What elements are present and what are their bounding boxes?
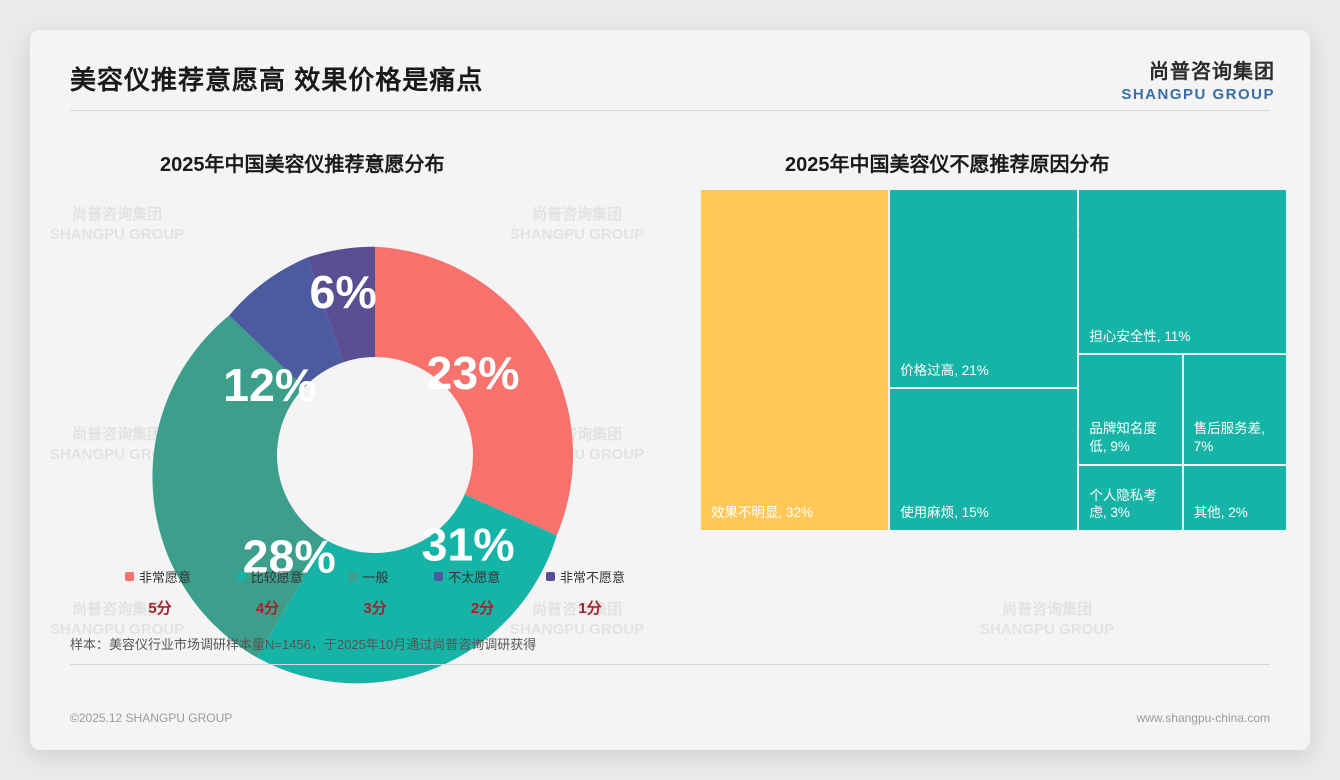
treemap-cell-other[interactable]: 其他, 2%: [1184, 466, 1286, 530]
donut-legend: 非常愿意 比较愿意 一般 不太愿意 非常不愿意: [125, 567, 625, 586]
treemap-label-price-high: 价格过高, 21%: [900, 362, 989, 380]
legend-label-very-willing: 非常愿意: [139, 567, 191, 586]
treemap-label-privacy-concern: 个人隐私考虑, 3%: [1089, 487, 1171, 522]
treemap-label-low-brand-awareness: 品牌知名度低, 9%: [1089, 420, 1171, 455]
treemap-col-brand-privacy: 品牌知名度低, 9% 个人隐私考虑, 3%: [1079, 355, 1181, 530]
score-label-3: 3分: [340, 597, 410, 618]
donut-score-row: 5分 4分 3分 2分 1分: [125, 597, 625, 618]
slide-page: 尚普咨询集团 SHANGPU GROUP 尚普咨询集团 SHANGPU GROUP …: [0, 0, 1340, 780]
legend-swatch-very-willing: [125, 572, 134, 581]
treemap-chart: 效果不明显, 32% 价格过高, 21% 使用麻烦, 15%: [701, 190, 1286, 530]
legend-swatch-neutral: [348, 572, 357, 581]
treemap-cell-hard-to-use[interactable]: 使用麻烦, 15%: [890, 389, 1077, 530]
legend-item-not-very-willing[interactable]: 不太愿意: [434, 567, 500, 586]
treemap-cell-privacy-concern[interactable]: 个人隐私考虑, 3%: [1079, 466, 1181, 530]
content-card: 尚普咨询集团 SHANGPU GROUP 尚普咨询集团 SHANGPU GROUP …: [30, 30, 1310, 750]
legend-item-very-unwilling[interactable]: 非常不愿意: [546, 567, 625, 586]
score-label-2: 2分: [448, 597, 518, 618]
treemap-cell-price-high[interactable]: 价格过高, 21%: [890, 190, 1077, 387]
treemap-cell-unclear-effect[interactable]: 效果不明显, 32%: [701, 190, 888, 530]
treemap-row-bottom: 品牌知名度低, 9% 个人隐私考虑, 3% 售后服务差, 7%: [1079, 355, 1286, 530]
treemap-label-unclear-effect: 效果不明显, 32%: [711, 504, 813, 522]
legend-label-very-unwilling: 非常不愿意: [560, 567, 625, 586]
page-title: 美容仪推荐意愿高 效果价格是痛点: [70, 60, 1170, 97]
donut-svg: 23% 31% 28% 12% 6%: [130, 210, 620, 700]
page-title-wrap: 美容仪推荐意愿高 效果价格是痛点: [70, 60, 1170, 97]
treemap-col-price-usage: 价格过高, 21% 使用麻烦, 15%: [890, 190, 1077, 530]
donut-label-12: 12%: [223, 359, 316, 411]
score-label-4: 4分: [233, 597, 303, 618]
legend-swatch-very-unwilling: [546, 572, 555, 581]
brand-name-en: SHANGPU GROUP: [1121, 86, 1275, 103]
footer-divider: [70, 664, 1270, 665]
treemap-label-hard-to-use: 使用麻烦, 15%: [900, 504, 989, 522]
donut-chart: 23% 31% 28% 12% 6%: [130, 210, 620, 700]
brand-name-cn: 尚普咨询集团: [1121, 55, 1275, 84]
donut-label-23: 23%: [426, 347, 519, 399]
donut-label-31: 31%: [422, 518, 515, 570]
sample-note: 样本：美容仪行业市场调研样本量N=1456，于2025年10月通过尚普咨询调研获…: [70, 634, 536, 653]
score-label-1: 1分: [555, 597, 625, 618]
treemap-cell-safety-concern[interactable]: 担心安全性, 11%: [1079, 190, 1286, 353]
treemap-col-service-other: 售后服务差, 7% 其他, 2%: [1184, 355, 1286, 530]
footer-copyright: ©2025.12 SHANGPU GROUP: [70, 711, 232, 725]
treemap-cell-low-brand-awareness[interactable]: 品牌知名度低, 9%: [1079, 355, 1181, 463]
header-divider: [70, 110, 1270, 111]
legend-item-fairly-willing[interactable]: 比较愿意: [237, 567, 303, 586]
legend-item-very-willing[interactable]: 非常愿意: [125, 567, 191, 586]
legend-label-fairly-willing: 比较愿意: [251, 567, 303, 586]
legend-swatch-fairly-willing: [237, 572, 246, 581]
right-chart-title: 2025年中国美容仪不愿推荐原因分布: [785, 148, 1305, 177]
legend-item-neutral[interactable]: 一般: [348, 567, 388, 586]
treemap-label-after-sales: 售后服务差, 7%: [1194, 420, 1276, 455]
treemap-label-safety-concern: 担心安全性, 11%: [1089, 328, 1190, 346]
legend-swatch-not-very-willing: [434, 572, 443, 581]
brand-block: 尚普咨询集团 SHANGPU GROUP: [1121, 55, 1275, 103]
score-label-5: 5分: [125, 597, 195, 618]
footer-website[interactable]: www.shangpu-china.com: [1137, 711, 1270, 725]
legend-label-neutral: 一般: [362, 567, 388, 586]
treemap-label-other: 其他, 2%: [1194, 504, 1248, 522]
left-chart-title: 2025年中国美容仪推荐意愿分布: [160, 148, 580, 177]
treemap-cell-after-sales[interactable]: 售后服务差, 7%: [1184, 355, 1286, 463]
donut-label-6: 6%: [310, 266, 377, 318]
treemap-col-others: 担心安全性, 11% 品牌知名度低, 9% 个人隐私考虑, 3%: [1079, 190, 1286, 530]
legend-label-not-very-willing: 不太愿意: [448, 567, 500, 586]
